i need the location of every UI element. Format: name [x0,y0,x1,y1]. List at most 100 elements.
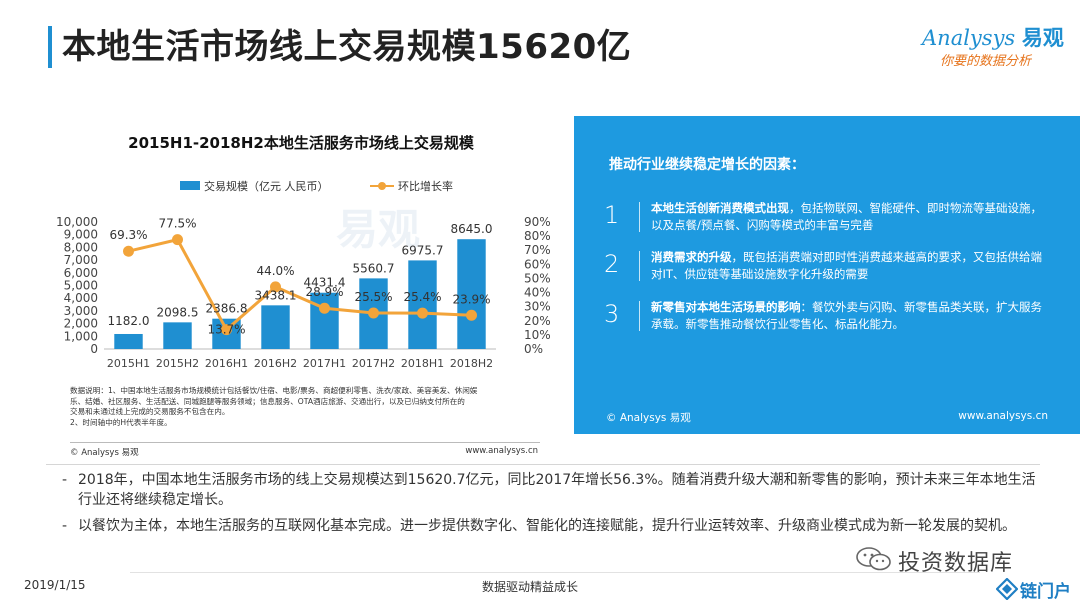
growth-value-label: 28.9% [305,285,343,299]
factor-number: 1 [604,201,620,229]
factor-number: 2 [604,250,620,278]
y-tick-label: 2,000 [64,317,98,331]
y2-tick-label: 50% [524,271,551,285]
bar-value-label: 2386.8 [206,302,248,316]
legend-line-label: 环比增长率 [398,179,453,193]
summary-bullet-text: 以餐饮为主体，本地生活服务的互联网化基本完成。进一步提供数字化、智能化的连接赋能… [78,518,1016,534]
wechat-account-name: 投资数据库 [898,551,1014,576]
chart-foot-divider [70,442,540,443]
factor-item: 3 新零售对本地生活场景的影响：餐饮外卖与闪购、新零售品类关联，扩大服务承载。新… [604,299,1044,343]
factor-item: 2 消费需求的升级，既包括消费端对即时性消费越来越高的要求，又包括供给端对IT、… [604,249,1044,293]
panel-source-left: © Analysys 易观 [606,412,691,424]
chart-bars [114,239,486,349]
y2-tick-label: 30% [524,300,551,314]
panel-source-right: www.analysys.cn [958,410,1048,422]
summary-bullet-text: 2018年，中国本地生活服务市场的线上交易规模达到15620.7亿元，同比201… [78,472,1036,508]
growth-point [123,245,134,257]
y-tick-label: 1,000 [64,329,98,343]
footer-divider [130,572,980,573]
bar-value-label: 5560.7 [353,261,395,275]
chart-note-line: 数据说明：1、中国本地生活服务市场规模统计包括餐饮/住宿、电影/票务、商超便利零… [70,386,478,395]
chart-labels: 1182.0 69.3% 2098.5 77.5% 2386.8 13.7% 3438.1 4… [108,217,493,337]
growth-value-label: 13.7% [207,323,245,337]
x-tick-label: 2018H2 [450,357,493,370]
y-tick-label: 5,000 [64,279,98,293]
growth-point [368,307,379,319]
chain-logo-icon [996,578,1018,600]
y-tick-label: 8,000 [64,240,98,254]
chart-note-line: 交易和未通过线上完成的交易服务不包含在内。 [70,407,230,416]
summary-bullet: - 2018年，中国本地生活服务市场的线上交易规模达到15620.7亿元，同比2… [62,470,1037,510]
bar-value-label: 8645.0 [451,222,493,236]
growth-point [270,281,281,293]
bullet-dash: - [62,472,68,488]
bullet-dash: - [62,518,68,534]
growth-value-label: 25.4% [403,290,441,304]
x-tick-label: 2015H2 [156,357,199,370]
x-tick-label: 2015H1 [107,357,150,370]
analysys-logo: Analysys 易观 你要的数据分析 [912,22,1064,72]
factor-title: 消费需求的升级 [651,250,732,264]
bar [457,239,486,349]
growth-value-label: 23.9% [452,292,490,306]
bar-value-label: 4431.4 [304,276,346,290]
x-tick-label: 2018H1 [401,357,444,370]
y2-tick-label: 80% [524,229,551,243]
factor-body: ，包括物联网、智能硬件、即时物流等基础设施，以及点餐/预点餐、闪购等模式的丰富与… [651,201,1042,232]
wechat-icon [856,547,891,571]
corner-logo-text: 链门户 [1020,582,1071,602]
chart-watermark: 易观 [336,205,420,254]
growth-point [417,307,428,319]
y-tick-label: 6,000 [64,266,98,280]
bar-value-label: 6975.7 [402,243,444,257]
bar-value-label: 2098.5 [157,305,199,319]
chart-note-line: 2、时间轴中的H代表半年度。 [70,417,172,427]
chart-svg: 2015H1-2018H2本地生活服务市场线上交易规模 易观 交易规模（亿元 人… [56,134,551,370]
factor-item: 1 本地生活创新消费模式出现，包括物联网、智能硬件、即时物流等基础设施，以及点餐… [604,200,1044,244]
x-tick-label: 2017H1 [303,357,346,370]
factor-number: 3 [604,300,620,328]
factor-body: ，既包括消费端对即时性消费越来越高的要求，又包括供给端对IT、供应链等基础设施数… [651,250,1042,281]
chart-notes: 数据说明：1、中国本地生活服务市场规模统计包括餐饮/住宿、电影/票务、商超便利零… [70,386,548,428]
y2-tick-label: 0% [524,342,543,356]
chart-axes: 01,0002,0003,0004,0005,0006,0007,0008,00… [56,215,551,370]
chart-growth-line [123,234,477,336]
bar [408,260,437,349]
growth-value-label: 77.5% [158,217,196,231]
growth-value-label: 69.3% [109,228,147,242]
growth-point [319,302,330,314]
legend-line-marker [378,182,386,190]
legend-bar-label: 交易规模（亿元 人民币） [204,179,329,193]
y-tick-label: 4,000 [64,291,98,305]
bar-value-label: 1182.0 [108,314,150,328]
logo-brand: Analysys 易观 [922,22,1064,52]
growth-line [128,237,472,333]
footer-slogan: 数据驱动精益成长 [482,580,579,594]
factor-title: 本地生活创新消费模式出现 [651,201,789,215]
factor-text: 消费需求的升级，既包括消费端对即时性消费越来越高的要求，又包括供给端对IT、供应… [651,249,1043,283]
logo-slogan: 你要的数据分析 [940,54,1032,69]
x-tick-label: 2016H1 [205,357,248,370]
y2-tick-label: 10% [524,328,551,342]
logo-brand-en: Analysys [922,26,1016,50]
chart-legend: 交易规模（亿元 人民币） 环比增长率 [180,179,453,193]
logo-brand-cn: 易观 [1021,26,1064,50]
factor-text: 新零售对本地生活场景的影响：餐饮外卖与闪购、新零售品类关联，扩大服务承载。新零售… [651,299,1043,333]
chart-title: 2015H1-2018H2本地生活服务市场线上交易规模 [128,134,475,152]
bar [310,292,339,349]
chart-container: 2015H1-2018H2本地生活服务市场线上交易规模 易观 交易规模（亿元 人… [48,108,554,463]
factor-separator [639,301,640,331]
title-accent-bar [48,26,52,68]
page-title: 本地生活市场线上交易规模15620亿 [62,27,632,67]
y2-tick-label: 70% [524,243,551,257]
footer-date: 2019/1/15 [24,578,86,592]
legend-bar-swatch [180,181,200,190]
bar [163,322,192,349]
factor-text: 本地生活创新消费模式出现，包括物联网、智能硬件、即时物流等基础设施，以及点餐/预… [651,200,1043,234]
factors-panel: 推动行业继续稳定增长的因素： 1 本地生活创新消费模式出现，包括物联网、智能硬件… [574,116,1080,434]
x-tick-label: 2016H2 [254,357,297,370]
chart-note-line: 乐、结婚、社区服务、生活配送、同城跑腿等服务领域；信息服务、OTA酒店旅游、交通… [70,396,465,406]
growth-value-label: 25.5% [354,290,392,304]
y-tick-label: 7,000 [64,253,98,267]
bar-value-label: 3438.1 [255,288,297,302]
